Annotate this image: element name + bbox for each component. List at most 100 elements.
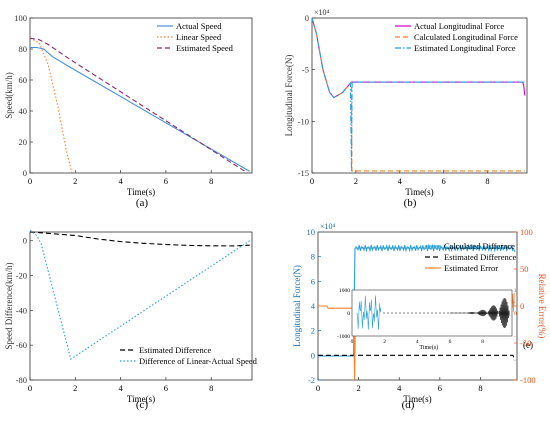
y-tick-label: 80 [19,44,28,54]
legend-entry: Actual Longitudinal Force [414,21,504,31]
inset-x-axis-label: Time(s) [419,344,438,351]
inset-y-tick-label-right: -1 [514,334,519,340]
inset-y-tick-label: -1000 [337,334,350,340]
y-tick-label: -60 [16,340,27,350]
y-tick-label: 6 [311,276,315,286]
series-line-1 [30,46,250,172]
y-tick-label: -2 [308,375,315,385]
x-tick-label: 2 [356,383,360,393]
x-tick-label: 6 [442,176,446,186]
y-axis-label: Speed(km/h) [4,72,14,119]
y-tick-label: -10 [298,116,309,126]
y-tick-label: 40 [19,106,28,116]
x-tick-label: 6 [164,176,168,186]
legend-entry: Calculated Differnce [444,241,515,251]
y-tick-label: 0 [23,236,27,246]
x-tick-label: 4 [118,176,123,186]
x-tick-label: 0 [28,383,32,393]
plot-area [29,17,253,174]
inset-x-tick-label: 2 [383,339,386,345]
y-axis-label: Longitudinal Force(N) [292,265,302,347]
x-tick-label: 4 [397,383,402,393]
x-axis-label: Time(s) [405,187,433,197]
series-line-3 [311,17,525,171]
legend-entry: Estimated Difference [139,345,212,355]
x-tick-label: 8 [209,383,213,393]
y-tick-label-right: 50 [520,264,529,274]
x-tick-label: 6 [164,383,168,393]
y-tick-label-right: 0 [520,301,524,311]
y-tick-label: 8 [311,252,315,262]
scale-label: ×10⁴ [320,222,336,231]
inset-y-tick-label: 1000 [339,288,350,294]
legend-entry: Difference of Linear-Actual Speed [139,356,258,366]
series-line-3 [29,37,248,174]
y-tick-label: -5 [302,65,309,75]
scale-label: ×10⁴ [314,8,330,17]
panel-label: (d) [402,399,415,411]
chart-panel-4: 0 2 4 6 8-20246810-100-50050100Time(s)Longit… [292,222,547,411]
panel-label: (c) [136,399,149,411]
series-line-2 [29,37,73,174]
y-tick-label: 100 [14,13,27,23]
x-tick-label: 0 [310,176,314,186]
inset-noise [356,295,382,330]
series-line-2 [29,229,251,360]
inset-y-tick-label-right: 1 [514,288,517,294]
y-tick-label: 20 [19,137,28,147]
inset-label: (e) [523,340,533,350]
series-line-1 [318,247,516,357]
inset-x-tick-label: 4 [416,339,419,345]
legend-entry: Estimated Speed [176,43,234,53]
x-axis-label: Time(s) [403,394,431,404]
x-tick-label: 8 [485,176,489,186]
x-tick-label: 4 [118,383,123,393]
legend-entry: Estimated Longitudinal Force [414,43,516,53]
inset-x-tick-label: 8 [481,339,484,345]
chart-panel-3: 0 2 4 6 8 0 -20 -40 -60 -80 Time(s) Speed Differenc… [4,229,258,411]
x-tick-label: 6 [438,383,442,393]
y-tick-label-right: -100 [520,375,536,385]
y-tick-label: -20 [16,271,27,281]
x-tick-label: 8 [478,383,482,393]
y-tick-label: -40 [16,305,27,315]
y-tick-label: -15 [298,168,309,178]
chart-panel-2: 0 2 4 6 8 0 -5 -10 -15 Time(s) Longitudinal Force(… [284,8,528,209]
x-tick-label: 8 [209,176,213,186]
inset-y-tick-label-right: 0 [514,311,517,317]
x-tick-label: 0 [28,176,32,186]
inset-x-tick-label: 6 [449,339,452,345]
y-axis-label-right: Relative Error(%) [537,274,547,339]
legend-entry: Calculated Longitudinal Force [414,32,518,42]
panel-label: (a) [136,197,149,209]
chart-panel-1: 0 2 4 6 8020406080100Time(s)Speed(km/h)Actua… [4,13,253,209]
y-tick-label-right: 100 [520,227,533,237]
y-tick-label-right: -50 [520,338,531,348]
plot-area [29,231,253,381]
x-axis-label: Time(s) [127,394,155,404]
y-tick-label: 10 [307,227,316,237]
y-axis-label: Longitudinal Force(N) [284,55,294,137]
y-tick-label: 0 [23,168,27,178]
x-tick-label: 0 [316,383,320,393]
inset-decay [450,298,511,329]
series-line-2 [318,354,516,361]
series-line-1 [29,231,250,247]
y-tick-label: 0 [305,13,309,23]
y-axis-label: Speed Difference(km/h) [4,262,14,349]
x-tick-label: 4 [398,176,403,186]
x-tick-label: 2 [73,176,77,186]
plot-area [311,17,528,174]
panel-label: (b) [404,197,417,209]
y-tick-label: 2 [311,326,315,336]
legend-entry: Actual Speed [176,21,222,31]
inset-x-tick-label: 0 [351,339,354,345]
x-tick-label: 2 [73,383,77,393]
x-tick-label: 2 [354,176,358,186]
y-tick-label: 0 [311,350,315,360]
inset-y-tick-label: 0 [347,311,350,317]
y-tick-label: 60 [19,75,28,85]
x-axis-label: Time(s) [127,187,155,197]
y-tick-label: -80 [16,375,27,385]
